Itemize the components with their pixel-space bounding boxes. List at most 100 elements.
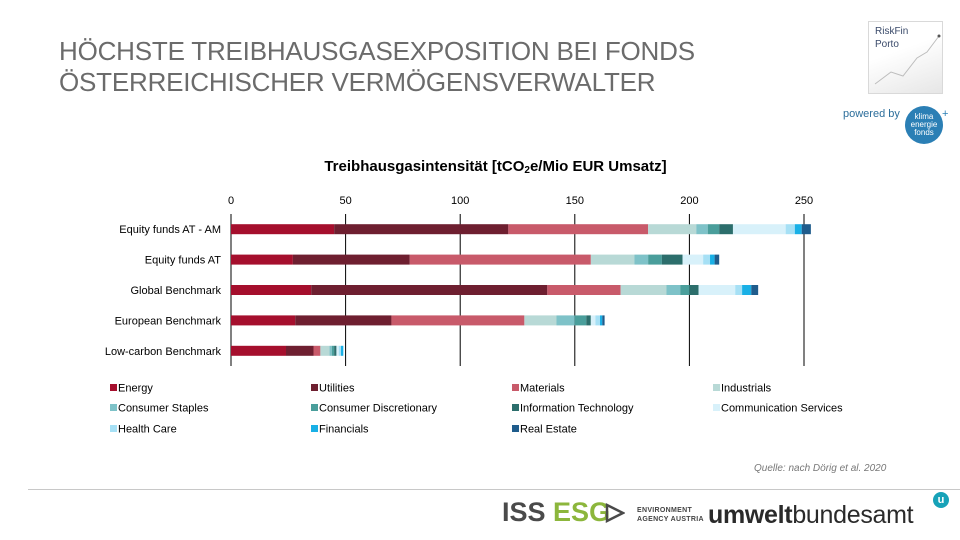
uba-badge-icon: u: [933, 492, 949, 508]
legend-label: Utilities: [319, 383, 355, 395]
bar-segment-information-technology: [661, 254, 683, 265]
slide-title-line-1: HÖCHSTE TREIBHAUSGASEXPOSITION BEI FONDS: [59, 36, 695, 66]
klima-plus-sign: +: [942, 108, 949, 120]
bar-segment-energy: [231, 315, 296, 326]
bar-segment-communication-services: [732, 224, 786, 235]
legend-swatch: [110, 404, 117, 411]
source-note: Quelle: nach Dörig et al. 2020: [754, 463, 887, 474]
bar-segment-financials: [341, 345, 344, 356]
bar-segment-materials: [409, 254, 591, 265]
bar-segment-real-estate: [714, 254, 720, 265]
legend-label: Real Estate: [520, 424, 577, 436]
bar-segment-materials: [547, 285, 621, 295]
category-label: Equity funds AT: [145, 255, 222, 267]
bar-segment-health-care: [703, 254, 711, 265]
legend-swatch: [713, 404, 720, 411]
bar-segment-financials: [794, 224, 802, 235]
chart-title-suffix: e/Mio EUR Umsatz]: [529, 158, 667, 175]
bar-segment-real-estate: [801, 224, 811, 235]
slide-title-line-2: ÖSTERREICHISCHER VERMÖGENSVERWALTER: [59, 67, 656, 97]
chart-title: Treibhausgasintensität [tCO2e/Mio EUR Um…: [230, 158, 761, 176]
legend-swatch: [311, 404, 318, 411]
category-label: European Benchmark: [115, 315, 222, 327]
riskfin-porto-text: RiskFin Porto: [875, 25, 908, 51]
klima-line-3: fonds: [914, 128, 934, 137]
bar-segment-consumer-discretionary: [707, 224, 720, 235]
bar-segment-consumer-staples: [666, 285, 681, 295]
legend-swatch: [110, 425, 117, 432]
legend-label: Communication Services: [721, 403, 843, 415]
bar-segment-health-care: [735, 285, 743, 295]
iss-text: ISS: [502, 497, 546, 527]
bar-segment-utilities: [295, 315, 392, 326]
chart-title-prefix: Treibhausgasintensität [tCO: [324, 158, 525, 175]
legend-label: Consumer Discretionary: [319, 403, 437, 415]
uba-regular-text: bundesamt: [792, 501, 914, 529]
bar-segment-communication-services: [682, 254, 704, 265]
riskfin-trend-icon: [874, 34, 941, 85]
environment-agency-text: ENVIRONMENT AGENCY AUSTRIA: [637, 506, 704, 524]
bar-segment-health-care: [595, 315, 601, 326]
bar-segment-energy: [231, 224, 335, 235]
bar-segment-consumer-staples: [556, 315, 575, 326]
bar-segment-utilities: [292, 254, 410, 265]
bar-segment-communication-services: [336, 345, 339, 356]
bar-segment-industrials: [320, 345, 330, 356]
bar-segment-energy: [231, 285, 312, 295]
bar-segment-information-technology: [689, 285, 699, 295]
legend-swatch: [512, 404, 519, 411]
bar-segment-energy: [231, 345, 287, 356]
klima-line-1: klima: [914, 112, 934, 121]
x-tick-label: 250: [795, 195, 813, 207]
powered-by-text: powered by: [843, 108, 900, 120]
esg-text: ESG: [553, 497, 611, 527]
legend-label: Industrials: [721, 383, 772, 395]
bar-segment-communication-services: [698, 285, 736, 295]
riskfin-porto-logo: RiskFin Porto: [868, 21, 943, 94]
category-label: Low-carbon Benchmark: [105, 346, 222, 358]
bar-segment-health-care: [338, 345, 342, 356]
category-label: Global Benchmark: [131, 285, 222, 297]
bar-segment-consumer-discretionary: [574, 315, 587, 326]
riskfin-line-2: Porto: [875, 39, 899, 50]
iss-esg-logo: ISS ESG: [502, 496, 610, 528]
legend-swatch: [512, 425, 519, 432]
bar-segment-energy: [231, 254, 293, 265]
legend-swatch: [110, 384, 117, 391]
legend-label: Energy: [118, 383, 153, 395]
x-tick-label: 150: [566, 195, 584, 207]
bar-segment-materials: [391, 315, 525, 326]
bar-segment-financials: [600, 315, 603, 326]
legend-label: Information Technology: [520, 403, 634, 415]
bar-segment-industrials: [524, 315, 557, 326]
bar-segment-information-technology: [586, 315, 591, 326]
bar-segment-consumer-staples: [329, 345, 332, 356]
bar-segment-information-technology: [719, 224, 733, 235]
umweltbundesamt-logo: umweltbundesamt: [708, 500, 914, 530]
klima-energie-fonds-logo: klima energie fonds: [905, 106, 943, 144]
chart-title-subscript: 2: [524, 165, 530, 176]
uba-bold-text: umwelt: [708, 501, 793, 529]
bar-segment-financials: [742, 285, 752, 295]
bar-segment-real-estate: [751, 285, 759, 295]
slide-title: HÖCHSTE TREIBHAUSGASEXPOSITION BEI FONDS…: [59, 36, 695, 98]
bar-segment-financials: [710, 254, 715, 265]
bar-segment-consumer-staples: [696, 224, 708, 235]
klima-line-2: energie: [910, 120, 938, 129]
category-label: Equity funds AT - AM: [119, 224, 221, 236]
bar-segment-information-technology: [334, 345, 337, 356]
bar-segment-industrials: [648, 224, 697, 235]
bar-segment-health-care: [785, 224, 795, 235]
bar-segment-communication-services: [590, 315, 596, 326]
bar-segment-utilities: [311, 285, 548, 295]
x-tick-label: 200: [680, 195, 698, 207]
iss-arrow-icon: [605, 503, 625, 523]
riskfin-line-1: RiskFin: [875, 26, 909, 37]
bar-segment-industrials: [590, 254, 635, 265]
x-tick-label: 50: [339, 195, 351, 207]
legend-label: Financials: [319, 424, 369, 436]
x-tick-label: 100: [451, 195, 469, 207]
bar-segment-utilities: [334, 224, 509, 235]
legend-label: Health Care: [118, 424, 177, 436]
